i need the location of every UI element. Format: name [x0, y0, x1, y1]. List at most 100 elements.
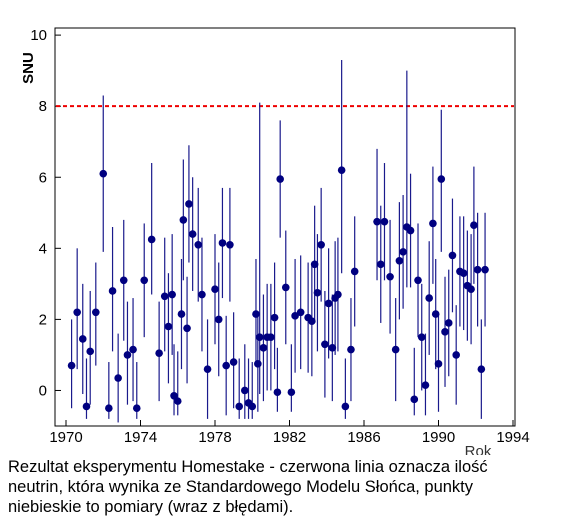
data-point: [437, 175, 446, 183]
data-point: [448, 251, 457, 260]
y-tick-label: 2: [39, 311, 47, 328]
data-point: [380, 217, 389, 226]
data-point: [473, 265, 482, 274]
data-point: [399, 248, 407, 256]
x-tick-label: 1986: [347, 429, 380, 446]
error-bars: [70, 59, 486, 423]
data-point: [347, 345, 355, 354]
data-point: [82, 402, 91, 411]
data-point: [373, 217, 381, 226]
homestake-chart: 0 2 4 6 8 10 1970 1974 1978 1982 1986 1990 1994 SNU…: [20, 27, 530, 455]
x-axis-label: Rok: [465, 443, 492, 455]
data-point: [417, 333, 426, 341]
data-point: [123, 351, 132, 359]
data-point: [226, 240, 234, 249]
data-point: [188, 230, 197, 238]
data-point: [270, 313, 279, 322]
x-tick-label: 1974: [124, 429, 157, 446]
data-point: [386, 272, 394, 281]
y-tick-label: 10: [30, 27, 47, 44]
data-point: [99, 169, 108, 178]
data-point: [310, 260, 319, 269]
data-point: [168, 290, 176, 299]
data-point: [350, 267, 359, 276]
data-point: [179, 216, 188, 224]
data-point: [222, 361, 230, 370]
x-axis: 1970 1974 1978 1982 1986 1990 1994: [49, 420, 530, 446]
data-point: [164, 322, 173, 331]
caption-line-3: niebieskie to pomiary (wraz z błędami).: [8, 498, 294, 516]
data-point: [129, 345, 137, 354]
data-point: [391, 345, 400, 354]
data-point: [429, 219, 437, 228]
x-tick-label: 1970: [49, 429, 82, 446]
data-point: [235, 402, 244, 411]
data-point: [155, 349, 163, 357]
data-point: [108, 287, 117, 295]
data-point: [73, 308, 81, 317]
figure-caption: Rezultat eksperymentu Homestake - czerwo…: [8, 457, 556, 517]
y-axis: 0 2 4 6 8 10: [30, 27, 61, 399]
data-point: [140, 276, 149, 285]
caption-line-1: Rezultat eksperymentu Homestake - czerwo…: [8, 458, 488, 476]
data-point: [313, 288, 322, 297]
data-point: [86, 347, 95, 356]
data-point: [291, 312, 299, 320]
data-point: [481, 265, 489, 274]
data-point: [317, 240, 325, 249]
caption-line-2: neutrin, która wynika ze Standardowego M…: [8, 478, 474, 496]
data-point: [211, 285, 219, 293]
measurement-points: [67, 166, 489, 413]
data-point: [194, 240, 203, 249]
y-tick-label: 4: [39, 240, 47, 257]
data-point: [287, 388, 296, 397]
data-point: [254, 360, 262, 368]
data-point: [477, 365, 486, 373]
data-point: [459, 269, 468, 277]
x-tick-label: 1994: [496, 429, 529, 446]
data-point: [132, 404, 141, 413]
data-point: [470, 221, 478, 230]
data-point: [452, 351, 460, 359]
data-point: [147, 235, 156, 244]
data-point: [276, 175, 284, 183]
data-point: [177, 310, 186, 318]
x-tick-label: 1978: [198, 429, 231, 446]
data-point: [267, 333, 275, 341]
data-point: [170, 391, 178, 400]
data-point: [255, 333, 264, 341]
data-point: [185, 200, 193, 208]
y-axis-label: SNU: [20, 52, 37, 84]
data-point: [114, 374, 122, 382]
data-point: [78, 335, 87, 343]
plot-frame: [54, 27, 516, 427]
data-point: [410, 395, 419, 404]
data-point: [203, 365, 212, 373]
data-point: [441, 328, 449, 336]
data-point: [334, 290, 342, 299]
data-point: [229, 358, 238, 366]
data-point: [92, 308, 100, 317]
data-point: [105, 404, 113, 413]
data-point: [328, 344, 337, 352]
y-tick-label: 8: [39, 98, 47, 115]
x-tick-label: 1990: [422, 429, 455, 446]
data-point: [341, 402, 350, 411]
data-point: [214, 315, 223, 324]
data-point: [160, 292, 169, 301]
data-point: [324, 299, 333, 308]
data-point: [414, 276, 422, 285]
data-point: [337, 166, 346, 174]
data-point: [308, 317, 316, 325]
y-tick-label: 6: [39, 169, 47, 186]
data-point: [425, 294, 433, 302]
data-point: [296, 308, 305, 317]
data-point: [259, 344, 268, 352]
data-point: [406, 226, 415, 235]
data-point: [183, 324, 191, 333]
data-point: [218, 239, 227, 247]
data-point: [241, 386, 249, 395]
data-point: [321, 340, 329, 349]
data-point: [67, 361, 76, 370]
data-point: [467, 285, 475, 293]
